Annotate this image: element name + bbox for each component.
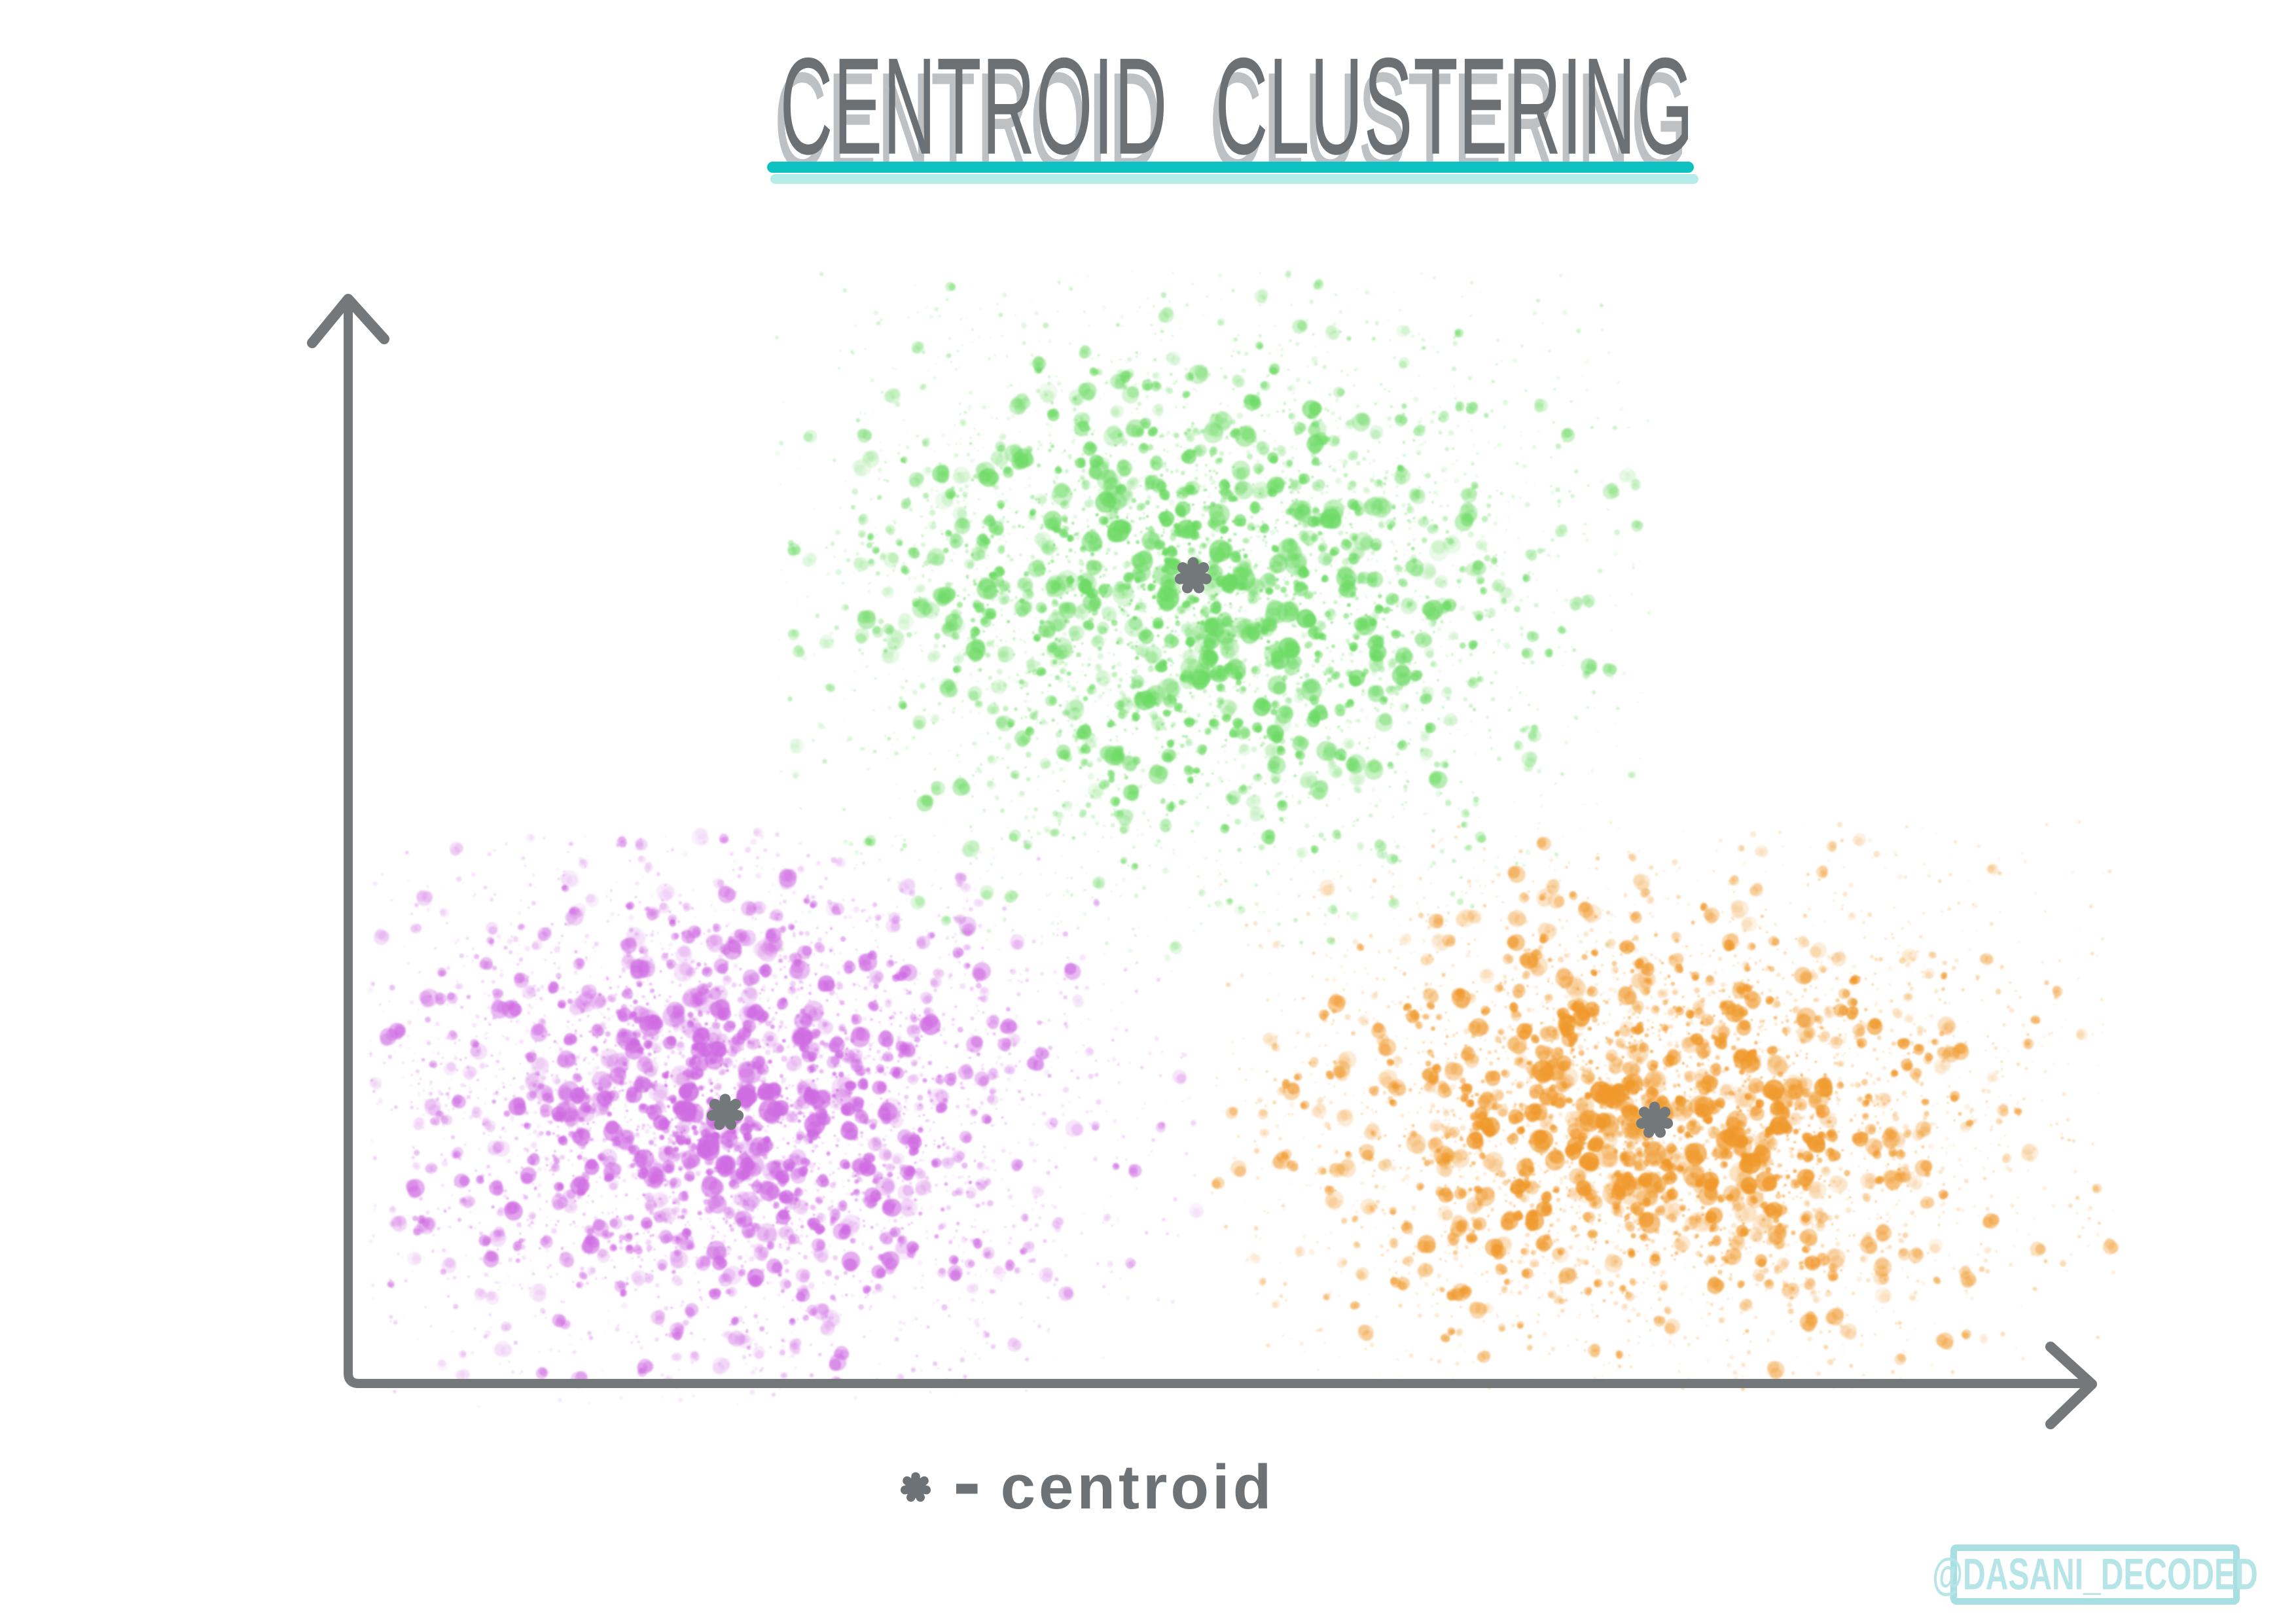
centroid-marker-purple (706, 1094, 744, 1130)
watermark-text: @DASANI_DECODED (1932, 1550, 2258, 1599)
centroid-asterisk-icon (898, 1470, 933, 1505)
watermark-badge: @DASANI_DECODED (1932, 1544, 2258, 1605)
legend-separator: - (953, 1435, 981, 1529)
legend-label: centroid (1000, 1452, 1275, 1522)
page-title: CENTROID CLUSTERING (780, 29, 1695, 183)
legend: - centroid (898, 1438, 1274, 1537)
centroid-marker-green (1174, 557, 1212, 594)
title-underline (767, 162, 1694, 173)
centroid-asterisk-icon (900, 1472, 931, 1502)
centroid-marker-orange (1636, 1101, 1674, 1138)
title-underline-shadow (770, 174, 1698, 184)
